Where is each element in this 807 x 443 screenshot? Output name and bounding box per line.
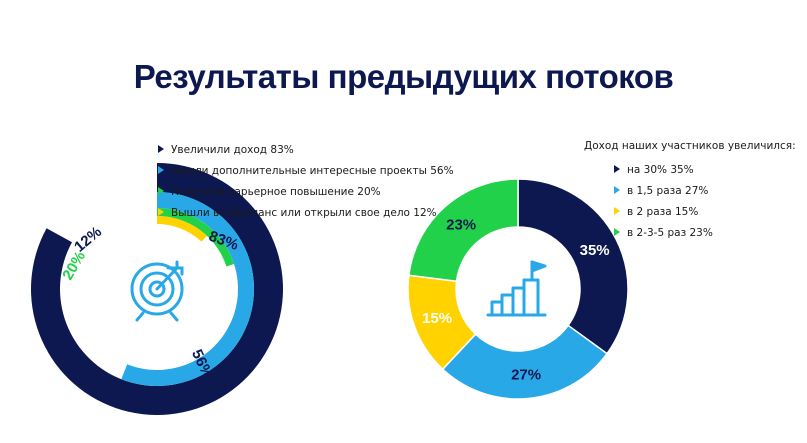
legend-item: Получили карьерное повышение 20% <box>158 185 454 206</box>
data-label: 23% <box>446 216 476 233</box>
legend-item: Нашли дополнительные интересные проекты … <box>158 164 454 185</box>
data-label: 15% <box>422 310 452 327</box>
legend-label: Получили карьерное повышение 20% <box>171 186 381 198</box>
data-label: 35% <box>580 242 610 259</box>
legend-label: Увеличили доход 83% <box>171 144 294 156</box>
legend-marker-icon <box>158 208 164 216</box>
donut-legend: на 30% 35% в 1,5 раза 27% в 2 раза 15% в 2-… <box>614 163 713 247</box>
radial-legend: Увеличили доход 83% Нашли дополнительные … <box>158 143 454 227</box>
donut-chart: 35% 27% 15% 23% <box>407 178 629 400</box>
donut-slice <box>517 178 629 355</box>
data-label: 27% <box>511 367 541 384</box>
page-title: Результаты предыдущих потоков <box>133 58 674 95</box>
radial-bar <box>157 208 235 267</box>
legend-item: Увеличили доход 83% <box>158 143 454 164</box>
legend-label: Вышли во фриланс или открыли свое дело 1… <box>171 207 437 219</box>
legend-label: в 2-3-5 раз 23% <box>627 227 713 239</box>
legend-marker-icon <box>158 145 164 153</box>
donut-legend-title: Доход наших участников увеличился: <box>584 140 796 152</box>
radial-bar <box>157 216 207 242</box>
legend-marker-icon <box>614 228 620 236</box>
legend-label: в 1,5 раза 27% <box>627 185 709 197</box>
legend-marker-icon <box>614 165 620 173</box>
podium-flag-icon <box>486 260 547 317</box>
legend-marker-icon <box>614 207 620 215</box>
donut-slice <box>441 324 609 400</box>
legend-item: Вышли во фриланс или открыли свое дело 1… <box>158 206 454 227</box>
legend-item: в 2 раза 15% <box>614 205 713 226</box>
legend-label: на 30% 35% <box>627 164 694 176</box>
legend-marker-icon <box>614 186 620 194</box>
donut-slice <box>408 178 519 283</box>
legend-item: на 30% 35% <box>614 163 713 184</box>
legend-label: Нашли дополнительные интересные проекты … <box>171 165 454 177</box>
legend-label: в 2 раза 15% <box>627 206 699 218</box>
legend-marker-icon <box>158 187 164 195</box>
legend-marker-icon <box>158 166 164 174</box>
target-icon <box>130 260 184 322</box>
legend-item: в 2-3-5 раз 23% <box>614 226 713 247</box>
legend-item: в 1,5 раза 27% <box>614 184 713 205</box>
